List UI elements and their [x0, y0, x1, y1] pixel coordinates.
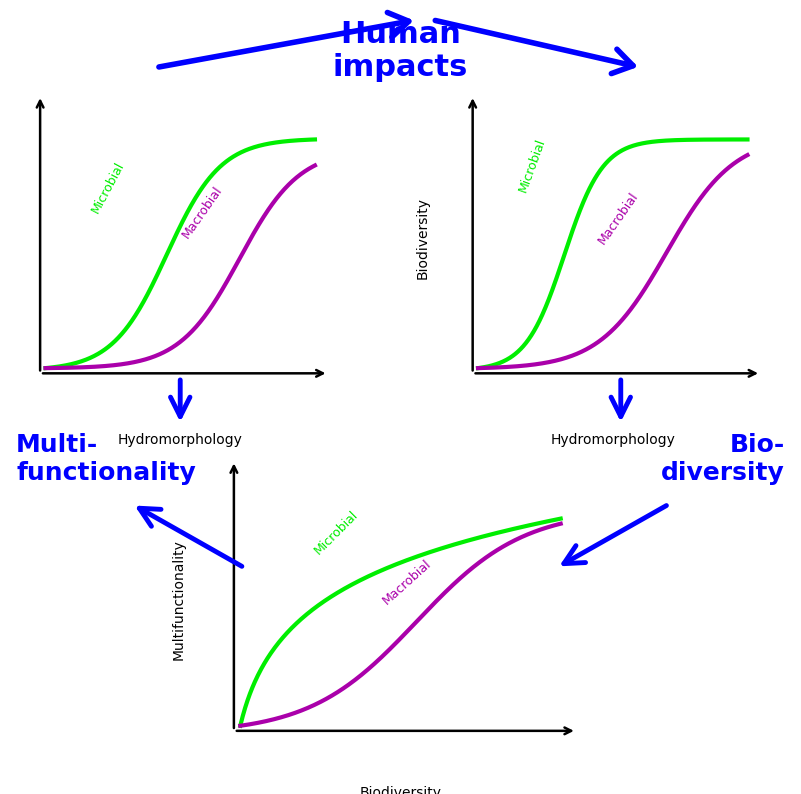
Text: Hydromorphology: Hydromorphology [550, 433, 675, 446]
Text: Macrobial: Macrobial [595, 189, 641, 246]
Text: Hydromorphology: Hydromorphology [118, 433, 243, 446]
Text: Microbial: Microbial [312, 508, 361, 557]
FancyArrowPatch shape [159, 13, 409, 67]
FancyArrowPatch shape [435, 21, 633, 74]
Text: Biodiversity: Biodiversity [416, 197, 430, 279]
Text: Microbial: Microbial [88, 160, 127, 215]
Text: Macrobial: Macrobial [179, 184, 224, 241]
Text: Macrobial: Macrobial [380, 557, 434, 607]
Text: Human
impacts: Human impacts [332, 20, 469, 83]
Text: Multifunctionality: Multifunctionality [171, 539, 186, 660]
Text: Multi-
functionality: Multi- functionality [16, 433, 195, 484]
Text: Biodiversity: Biodiversity [360, 786, 441, 794]
Text: Microbial: Microbial [516, 137, 548, 195]
Text: Bio-
diversity: Bio- diversity [662, 433, 785, 484]
